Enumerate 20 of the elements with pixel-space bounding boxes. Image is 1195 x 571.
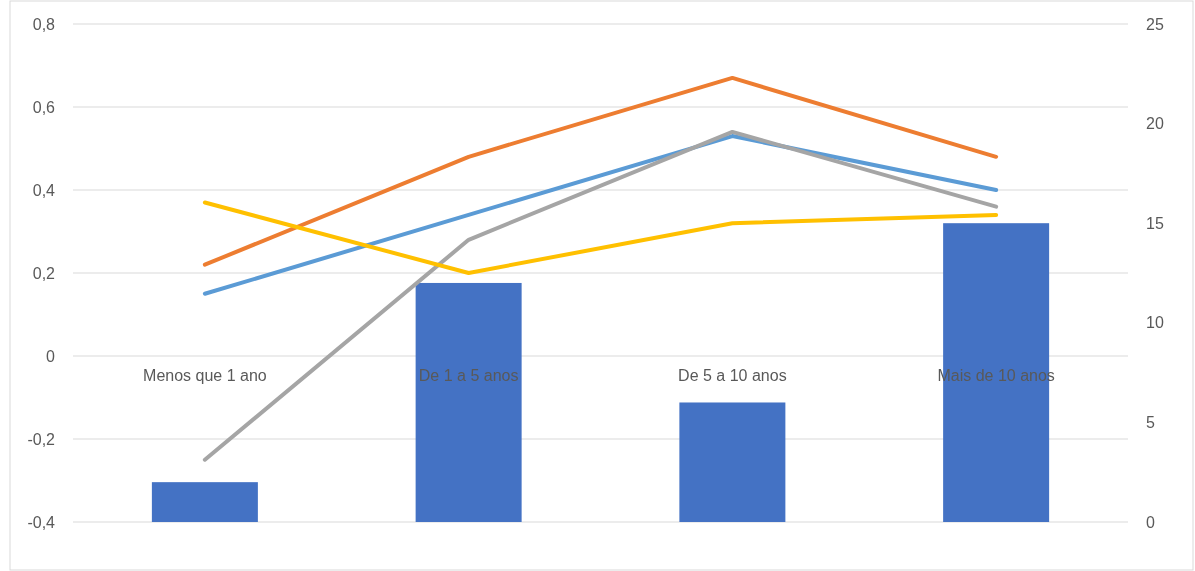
y-tick-label: 0,2 xyxy=(32,264,56,282)
y-tick-label: 0,6 xyxy=(32,98,56,116)
y2-tick-label: 5 xyxy=(1146,414,1155,431)
y-tick-label: -0,4 xyxy=(27,513,56,531)
y2-tick-label: 10 xyxy=(1146,314,1164,332)
x-tick-label: De 1 a 5 anos xyxy=(418,367,519,384)
bar xyxy=(679,402,786,522)
bar xyxy=(415,282,522,522)
x-tick-label: De 5 a 10 anos xyxy=(678,367,787,384)
bar xyxy=(151,482,258,522)
y2-tick-label: 0 xyxy=(1146,513,1155,531)
y-tick-label: 0,4 xyxy=(32,181,56,199)
x-tick-label: Menos que 1 ano xyxy=(143,367,267,384)
y2-tick-label: 20 xyxy=(1146,115,1164,133)
y-tick-label: 0,8 xyxy=(32,15,56,33)
y-tick-label: 0 xyxy=(46,347,56,365)
line-series xyxy=(202,200,999,275)
y2-tick-label: 25 xyxy=(1146,15,1164,33)
y-tick-label: -0,2 xyxy=(27,430,56,448)
y2-tick-label: 15 xyxy=(1146,214,1164,232)
